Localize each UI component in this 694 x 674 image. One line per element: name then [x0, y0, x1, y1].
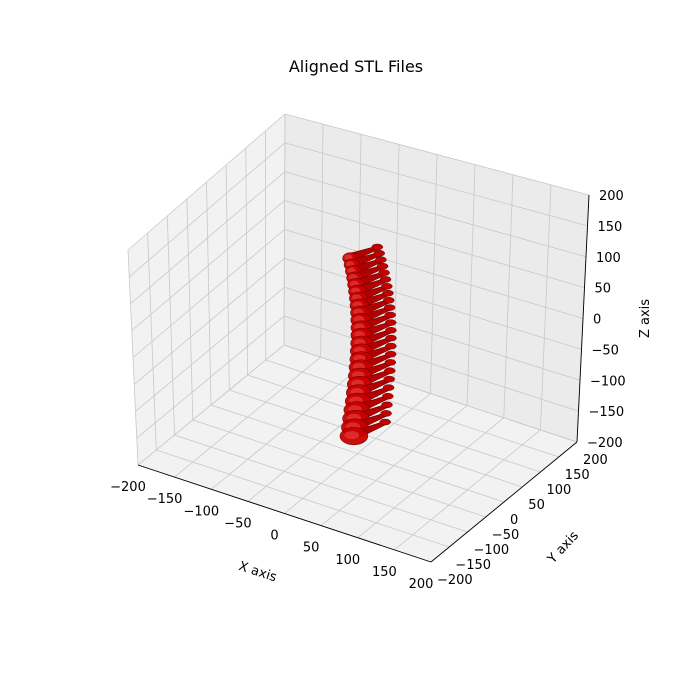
process-tip [385, 320, 396, 326]
x-tick-label: 50 [303, 541, 320, 556]
x-tick-label: −150 [147, 492, 183, 507]
process-tip [385, 312, 396, 318]
process-tip [381, 283, 392, 289]
y-tick-label: −100 [474, 543, 510, 558]
process-tip [383, 385, 394, 391]
y-axis-label: Y axis [544, 528, 582, 567]
y-tick-label: 150 [565, 468, 590, 483]
y-tick-label: 200 [583, 453, 608, 468]
process-tip [384, 376, 395, 382]
process-tip [382, 393, 393, 399]
process-tip [379, 270, 390, 276]
process-tip [380, 276, 391, 282]
process-tip [385, 327, 396, 333]
y-tick-label: −150 [455, 558, 491, 573]
process-tip [380, 419, 391, 425]
chart-title: Aligned STL Files [289, 57, 423, 76]
z-axis-label: Z axis [638, 299, 653, 338]
y-tick-label: −50 [492, 528, 519, 543]
x-axis-label: X axis [237, 559, 279, 585]
z-tick-label: 100 [596, 251, 621, 266]
process-tip [384, 305, 395, 311]
x-tick-label: 150 [372, 565, 397, 580]
z-tick-label: −150 [589, 405, 625, 420]
process-tip [385, 351, 396, 357]
z-tick-label: 0 [593, 313, 601, 328]
process-tip [381, 410, 392, 416]
x-tick-label: −200 [110, 480, 146, 495]
process-tip [385, 359, 396, 365]
process-tip [382, 290, 393, 296]
process-tip [382, 402, 393, 408]
z-tick-label: −50 [592, 343, 619, 358]
x-tick-label: −50 [224, 516, 251, 531]
z-tick-label: −100 [590, 374, 626, 389]
z-tick-label: 50 [595, 282, 612, 297]
process-tip [383, 297, 394, 303]
process-tip [385, 343, 396, 349]
body-highlight [345, 431, 360, 439]
y-tick-label: 50 [528, 498, 545, 513]
x-tick-label: 100 [335, 553, 360, 568]
process-tip [372, 244, 383, 250]
z-tick-label: 200 [599, 189, 624, 204]
y-tick-label: 100 [547, 483, 572, 498]
process-tip [384, 368, 395, 374]
x-tick-label: 0 [270, 529, 278, 544]
process-tip [377, 263, 388, 269]
process-tip [386, 335, 397, 341]
y-tick-label: −200 [437, 573, 473, 588]
process-tip [375, 257, 386, 263]
z-tick-label: −200 [587, 436, 623, 451]
z-tick-label: 150 [598, 220, 623, 235]
x-tick-label: 200 [409, 577, 434, 592]
x-tick-label: −100 [183, 504, 219, 519]
process-tip [374, 250, 385, 256]
y-tick-label: 0 [510, 513, 518, 528]
